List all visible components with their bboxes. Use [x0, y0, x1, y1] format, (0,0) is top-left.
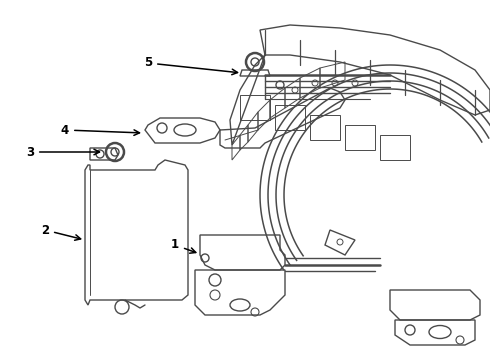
Text: 5: 5	[144, 57, 238, 75]
Text: 2: 2	[41, 224, 81, 240]
Text: 1: 1	[171, 238, 196, 253]
Text: 3: 3	[26, 145, 99, 158]
Text: 4: 4	[61, 123, 140, 136]
